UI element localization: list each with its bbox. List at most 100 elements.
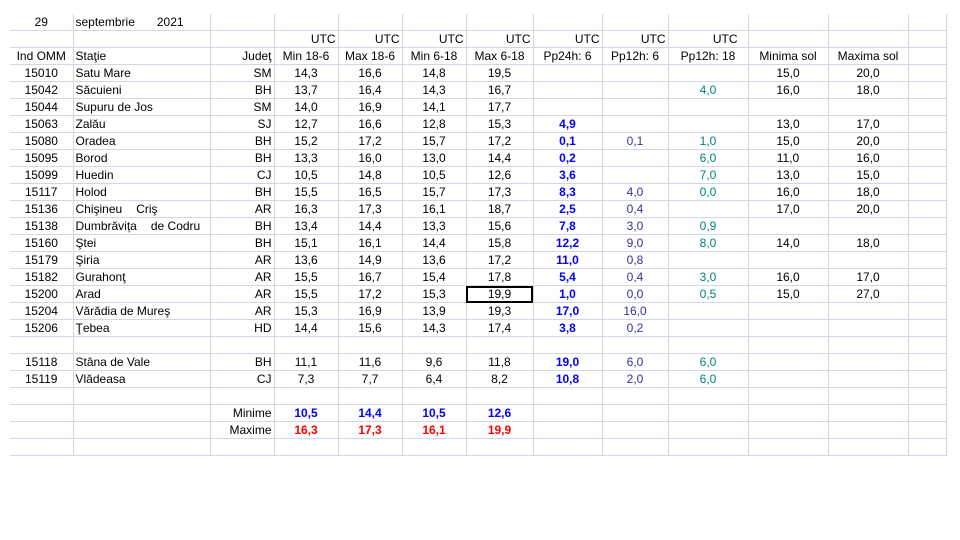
empty-cell[interactable] bbox=[602, 336, 669, 354]
max-6-18[interactable]: 12,6 bbox=[466, 166, 534, 184]
min-18-6[interactable]: 15,1 bbox=[274, 234, 339, 252]
min-6-18[interactable]: 13,0 bbox=[402, 149, 467, 167]
empty-cell[interactable] bbox=[466, 336, 534, 354]
pp12h-18[interactable] bbox=[668, 115, 749, 133]
utc-label[interactable]: UTC bbox=[533, 30, 603, 48]
max-18-6[interactable]: 16,9 bbox=[338, 302, 403, 320]
county[interactable]: SJ bbox=[210, 115, 275, 133]
empty-cell[interactable] bbox=[908, 81, 947, 99]
min-18-6[interactable]: 13,3 bbox=[274, 149, 339, 167]
pp24h-6[interactable]: 3,6 bbox=[533, 166, 603, 184]
minima-sol[interactable] bbox=[748, 98, 829, 116]
max-18-6[interactable]: 14,8 bbox=[338, 166, 403, 184]
county[interactable]: BH bbox=[210, 149, 275, 167]
station-name[interactable]: Gurahonţ bbox=[73, 268, 211, 286]
station-name[interactable]: Ţebea bbox=[73, 319, 211, 337]
county[interactable]: CJ bbox=[210, 370, 275, 388]
min-6-18[interactable]: 15,3 bbox=[402, 285, 467, 303]
station-name[interactable]: Borod bbox=[73, 149, 211, 167]
maxima-sol[interactable]: 20,0 bbox=[828, 200, 909, 218]
summary-label[interactable]: Minime bbox=[210, 404, 275, 422]
pp12h-6[interactable]: 0,8 bbox=[602, 251, 669, 269]
station-id[interactable]: 15138 bbox=[10, 217, 74, 235]
minima-sol[interactable] bbox=[748, 217, 829, 235]
county[interactable]: AR bbox=[210, 302, 275, 320]
empty-cell[interactable] bbox=[602, 438, 669, 456]
min-18-6[interactable]: 15,5 bbox=[274, 268, 339, 286]
pp12h-6[interactable]: 3,0 bbox=[602, 217, 669, 235]
pp24h-6[interactable]: 12,2 bbox=[533, 234, 603, 252]
pp24h-6[interactable]: 0,2 bbox=[533, 149, 603, 167]
minima-sol[interactable]: 16,0 bbox=[748, 268, 829, 286]
max-6-18[interactable]: 18,7 bbox=[466, 200, 534, 218]
max-18-6[interactable]: 11,6 bbox=[338, 353, 403, 371]
empty-cell[interactable] bbox=[908, 132, 947, 150]
pp12h-6[interactable]: 6,0 bbox=[602, 353, 669, 371]
min-18-6[interactable]: 15,3 bbox=[274, 302, 339, 320]
maxima-sol[interactable] bbox=[828, 251, 909, 269]
empty-cell[interactable] bbox=[908, 268, 947, 286]
empty-cell[interactable] bbox=[73, 438, 211, 456]
min-6-18[interactable]: 14,1 bbox=[402, 98, 467, 116]
max-6-18[interactable]: 19,9 bbox=[466, 285, 534, 303]
minima-sol[interactable] bbox=[748, 370, 829, 388]
max-18-6[interactable]: 16,4 bbox=[338, 81, 403, 99]
min-6-18[interactable]: 14,4 bbox=[402, 234, 467, 252]
empty-cell[interactable] bbox=[466, 438, 534, 456]
empty-cell[interactable] bbox=[908, 336, 947, 354]
max-18-6[interactable]: 16,6 bbox=[338, 64, 403, 82]
empty-cell[interactable] bbox=[908, 200, 947, 218]
maxima-sol[interactable]: 17,0 bbox=[828, 115, 909, 133]
station-id[interactable]: 15179 bbox=[10, 251, 74, 269]
column-header[interactable]: Pp12h: 6 bbox=[602, 47, 669, 65]
empty-cell[interactable] bbox=[10, 421, 74, 439]
max-6-18[interactable]: 14,4 bbox=[466, 149, 534, 167]
max-6-18[interactable]: 19,5 bbox=[466, 64, 534, 82]
utc-label[interactable]: UTC bbox=[274, 30, 339, 48]
max-6-18[interactable]: 17,7 bbox=[466, 98, 534, 116]
station-name[interactable]: Holod bbox=[73, 183, 211, 201]
pp24h-6[interactable]: 19,0 bbox=[533, 353, 603, 371]
empty-cell[interactable] bbox=[828, 404, 909, 422]
maxima-sol[interactable]: 27,0 bbox=[828, 285, 909, 303]
empty-cell[interactable] bbox=[402, 336, 467, 354]
pp12h-18[interactable]: 1,0 bbox=[668, 132, 749, 150]
pp12h-18[interactable]: 6,0 bbox=[668, 370, 749, 388]
pp12h-6[interactable]: 16,0 bbox=[602, 302, 669, 320]
max-18-6[interactable]: 16,7 bbox=[338, 268, 403, 286]
empty-cell[interactable] bbox=[908, 166, 947, 184]
max-6-18[interactable]: 15,3 bbox=[466, 115, 534, 133]
station-id[interactable]: 15099 bbox=[10, 166, 74, 184]
min-18-6[interactable]: 7,3 bbox=[274, 370, 339, 388]
max-18-6[interactable]: 16,5 bbox=[338, 183, 403, 201]
utc-label[interactable]: UTC bbox=[402, 30, 467, 48]
cell-day[interactable]: 29 bbox=[10, 14, 74, 31]
empty-cell[interactable] bbox=[73, 336, 211, 354]
max-18-6[interactable]: 16,9 bbox=[338, 98, 403, 116]
pp24h-6[interactable]: 2,5 bbox=[533, 200, 603, 218]
empty-cell[interactable] bbox=[908, 115, 947, 133]
maxima-sol[interactable]: 18,0 bbox=[828, 183, 909, 201]
empty-cell[interactable] bbox=[602, 387, 669, 405]
pp24h-6[interactable] bbox=[533, 64, 603, 82]
county[interactable]: SM bbox=[210, 98, 275, 116]
pp12h-6[interactable]: 0,0 bbox=[602, 285, 669, 303]
pp12h-6[interactable] bbox=[602, 166, 669, 184]
empty-cell[interactable] bbox=[908, 149, 947, 167]
min-18-6[interactable]: 14,0 bbox=[274, 98, 339, 116]
max-6-18[interactable]: 19,3 bbox=[466, 302, 534, 320]
minima-sol[interactable]: 11,0 bbox=[748, 149, 829, 167]
station-id[interactable]: 15200 bbox=[10, 285, 74, 303]
empty-cell[interactable] bbox=[402, 387, 467, 405]
column-header[interactable]: Max 6-18 bbox=[466, 47, 534, 65]
station-name[interactable]: Stâna de Vale bbox=[73, 353, 211, 371]
empty-cell[interactable] bbox=[748, 421, 829, 439]
min-18-6[interactable]: 16,3 bbox=[274, 200, 339, 218]
pp12h-18[interactable] bbox=[668, 64, 749, 82]
station-name[interactable]: Huedin bbox=[73, 166, 211, 184]
station-id[interactable]: 15095 bbox=[10, 149, 74, 167]
pp24h-6[interactable] bbox=[533, 81, 603, 99]
empty-cell[interactable] bbox=[668, 387, 749, 405]
max-18-6[interactable]: 16,0 bbox=[338, 149, 403, 167]
station-id[interactable]: 15118 bbox=[10, 353, 74, 371]
